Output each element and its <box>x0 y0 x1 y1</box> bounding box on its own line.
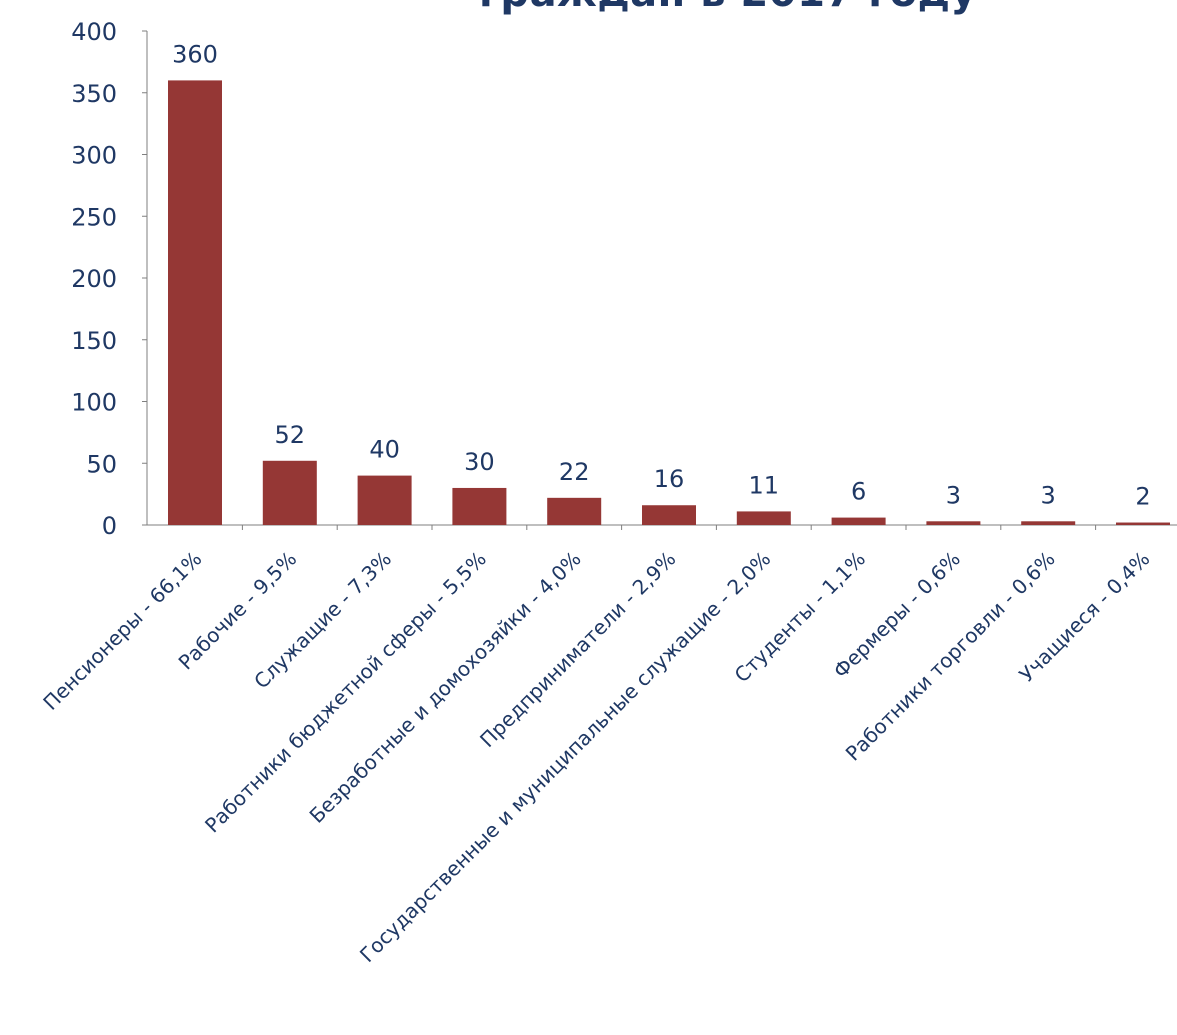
chart-title-container: граждан в 2017 году <box>0 0 1177 20</box>
y-tick-label: 200 <box>71 265 117 293</box>
data-label: 360 <box>172 40 218 68</box>
y-tick-label: 300 <box>71 142 117 170</box>
y-tick-label: 250 <box>71 203 117 231</box>
chart-title: граждан в 2017 году <box>479 0 977 16</box>
data-label: 3 <box>1041 481 1056 509</box>
bar <box>357 475 412 525</box>
bar <box>831 517 886 525</box>
data-label: 6 <box>851 478 866 506</box>
data-label: 22 <box>559 458 590 486</box>
data-label: 3 <box>946 481 961 509</box>
bar <box>452 487 507 525</box>
y-tick-label: 100 <box>71 389 117 417</box>
category-labels: Пенсионеры - 66,1%Рабочие - 9,5%Служащие… <box>38 547 1154 967</box>
category-label: Пенсионеры - 66,1% <box>38 547 206 715</box>
y-tick-label: 150 <box>71 327 117 355</box>
bar <box>1116 522 1170 525</box>
y-tick-label: 50 <box>86 450 117 478</box>
x-axis <box>147 524 1177 530</box>
bar <box>736 511 791 525</box>
bar <box>547 497 602 525</box>
bar <box>642 505 696 525</box>
data-label: 2 <box>1135 483 1150 511</box>
data-label: 11 <box>749 471 780 499</box>
data-label: 52 <box>275 421 306 449</box>
y-tick-label: 0 <box>102 512 117 540</box>
data-labels: 360 52 40 30 22 16 11 6 3 3 2 <box>172 40 1151 510</box>
bar <box>926 521 981 525</box>
bar <box>168 80 222 526</box>
bars <box>168 80 1170 526</box>
y-tick-label: 350 <box>71 80 117 108</box>
bar <box>262 460 317 525</box>
y-axis: 0 50 100 150 200 250 300 350 400 <box>71 18 148 540</box>
data-label: 40 <box>369 436 400 464</box>
data-label: 16 <box>654 465 685 493</box>
y-tick-label: 400 <box>71 18 117 46</box>
bar <box>1021 521 1076 525</box>
category-label: Предприниматели - 2,9% <box>475 547 680 752</box>
data-label: 30 <box>464 448 495 476</box>
